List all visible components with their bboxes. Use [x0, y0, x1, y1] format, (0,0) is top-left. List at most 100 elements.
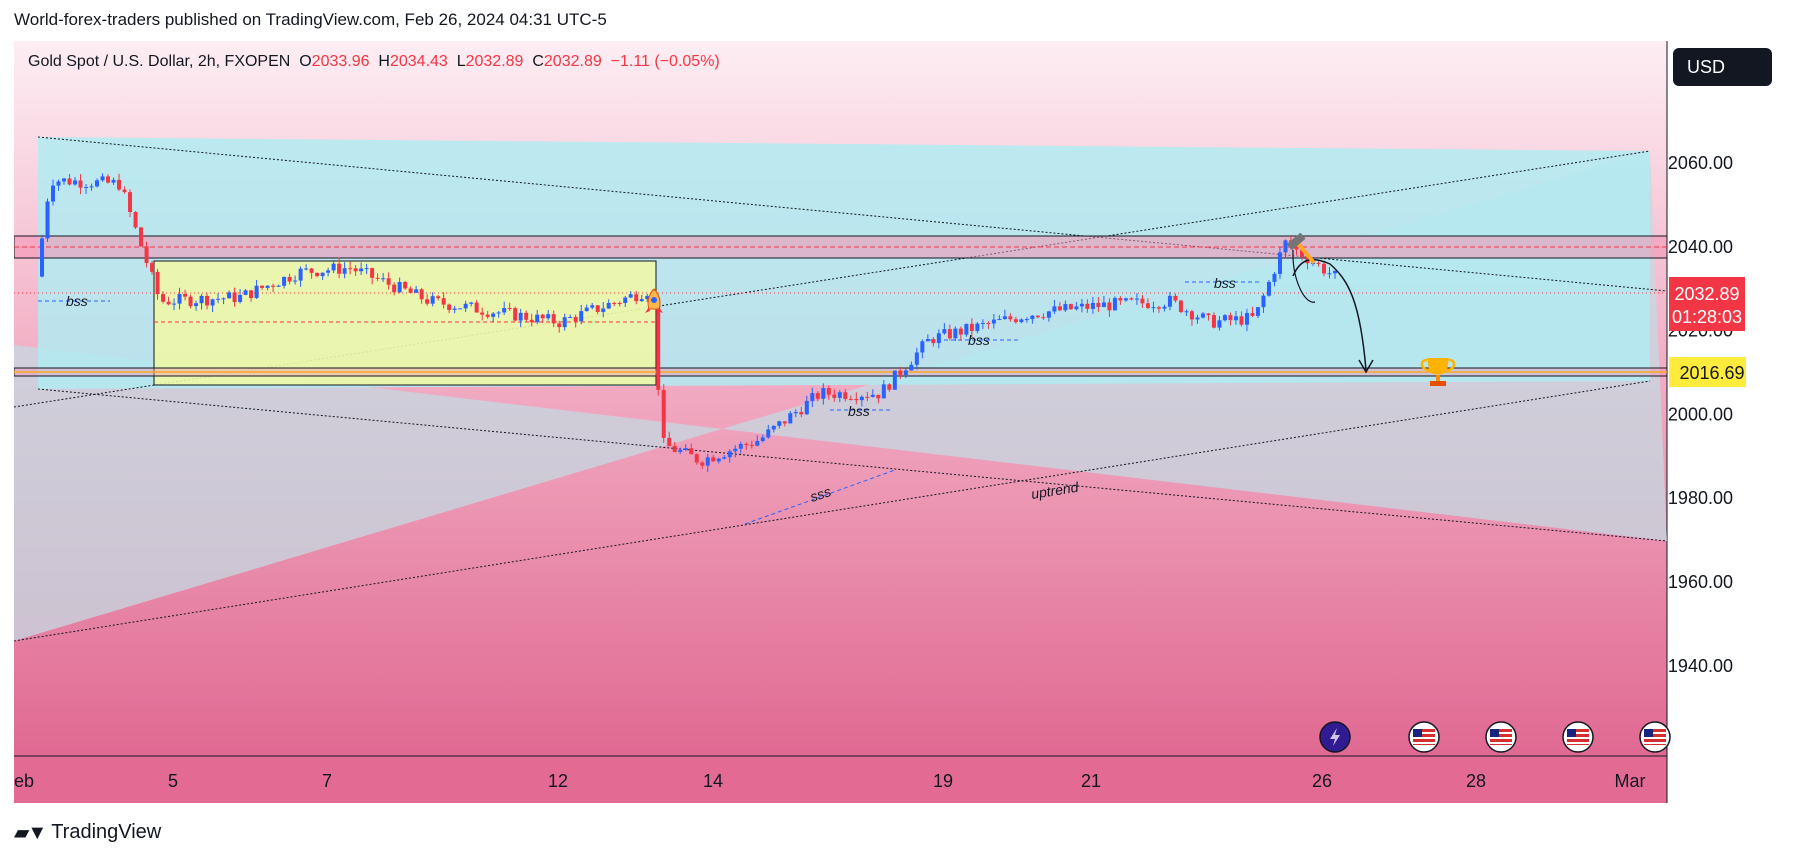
bss-label-2: bss	[848, 403, 870, 419]
candle-body	[881, 384, 886, 399]
candle-body	[634, 294, 639, 302]
low-label: L	[456, 53, 466, 70]
candle-body	[331, 263, 336, 271]
candle-body	[595, 305, 600, 312]
candle-body	[936, 333, 941, 344]
candle-body	[1002, 316, 1007, 320]
currency-button[interactable]: USD	[1673, 48, 1772, 86]
us-flag-event-icon[interactable]	[1639, 721, 1671, 753]
candle-body	[678, 450, 683, 452]
candle-body	[942, 329, 947, 334]
candle-body	[601, 308, 606, 312]
candle-body	[216, 298, 221, 300]
candle-body	[832, 394, 837, 398]
candle-body	[1035, 315, 1040, 318]
candle-body	[1255, 307, 1260, 316]
candle-body	[397, 281, 402, 293]
candle-body	[95, 180, 100, 187]
us-flag-event-icon[interactable]	[1485, 721, 1517, 753]
symbol-name[interactable]: Gold Spot / U.S. Dollar, 2h, FXOPEN	[28, 53, 291, 70]
time-tick-label: 12	[548, 771, 568, 791]
candle-body	[491, 313, 496, 317]
candle-body	[1134, 298, 1139, 300]
price-chart[interactable]: bss bss bss bss sss uptrend	[13, 41, 1765, 803]
candle-body	[133, 212, 138, 228]
candle-body	[1008, 316, 1013, 320]
candle-body	[1057, 306, 1062, 311]
candle-body	[403, 281, 408, 289]
candle-body	[348, 268, 353, 270]
candle-body	[1266, 281, 1271, 296]
candle-body	[920, 341, 925, 353]
candle-body	[1107, 302, 1112, 311]
candle-body	[480, 312, 485, 315]
candle-body	[1013, 319, 1018, 323]
candle-body	[1019, 319, 1024, 323]
candle-body	[485, 314, 490, 317]
us-flag-event-icon[interactable]	[1408, 721, 1440, 753]
time-tick-label: 21	[1081, 771, 1101, 791]
candle-body	[73, 180, 78, 185]
candle-body	[1261, 295, 1266, 308]
candle-body	[711, 457, 716, 462]
candle-body	[40, 238, 45, 277]
candle-body	[408, 288, 413, 293]
price-tick-label: 2040.00	[1668, 237, 1733, 257]
candle-body	[375, 277, 380, 279]
candle-body	[903, 370, 908, 375]
candle-body	[1123, 298, 1128, 301]
candle-body	[667, 437, 672, 446]
candle-body	[887, 384, 892, 390]
candle-body	[766, 429, 771, 438]
candle-body	[342, 268, 347, 274]
candle-body	[854, 398, 859, 401]
candle-body	[320, 272, 325, 277]
tradingview-brand: TradingView	[51, 821, 162, 843]
candle-body	[353, 268, 358, 272]
candle-body	[1041, 317, 1046, 319]
candle-body	[1162, 306, 1167, 309]
current-price-tag	[1669, 277, 1745, 331]
candle-body	[617, 302, 622, 304]
candle-body	[760, 437, 765, 442]
time-tick-label: eb	[14, 771, 34, 791]
uptrend-label: uptrend	[1030, 479, 1081, 502]
candle-body	[656, 297, 661, 390]
candle-body	[177, 293, 182, 304]
candle-countdown: 01:28:03	[1672, 307, 1742, 327]
candle-body	[150, 262, 155, 272]
price-tick-label: 1980.00	[1668, 488, 1733, 508]
candle-body	[1046, 311, 1051, 318]
candle-body	[474, 302, 479, 313]
candle-body	[51, 185, 56, 202]
candle-body	[45, 201, 50, 239]
candle-body	[975, 323, 980, 331]
candle-body	[1283, 240, 1288, 253]
time-tick-label: 7	[322, 771, 332, 791]
lightning-event-icon[interactable]	[1319, 721, 1351, 753]
candle-body	[84, 187, 89, 189]
candle-body	[205, 295, 210, 306]
tradingview-logo[interactable]: ▰▼ TradingView	[14, 820, 161, 845]
candle-body	[1112, 298, 1117, 311]
candle-body	[623, 297, 628, 304]
price-tick-label: 2000.00	[1668, 404, 1733, 424]
us-flag-event-icon[interactable]	[1562, 721, 1594, 753]
candle-body	[722, 457, 727, 459]
candle-body	[1277, 252, 1282, 274]
bss-label-4: bss	[1214, 275, 1236, 291]
price-tick-label: 2060.00	[1668, 153, 1733, 173]
candle-body	[1184, 311, 1189, 313]
ascending-trendline	[13, 380, 1651, 642]
candle-body	[1052, 306, 1057, 312]
candle-body	[254, 285, 259, 299]
time-tick-label: 26	[1312, 771, 1332, 791]
candle-body	[579, 311, 584, 322]
candle-body	[1250, 313, 1255, 316]
candle-body	[271, 285, 276, 287]
candle-body	[194, 303, 199, 307]
symbol-legend: Gold Spot / U.S. Dollar, 2h, FXOPEN O203…	[28, 53, 720, 71]
candle-body	[1167, 295, 1172, 307]
high-label: H	[378, 53, 390, 70]
candle-body	[546, 314, 551, 319]
